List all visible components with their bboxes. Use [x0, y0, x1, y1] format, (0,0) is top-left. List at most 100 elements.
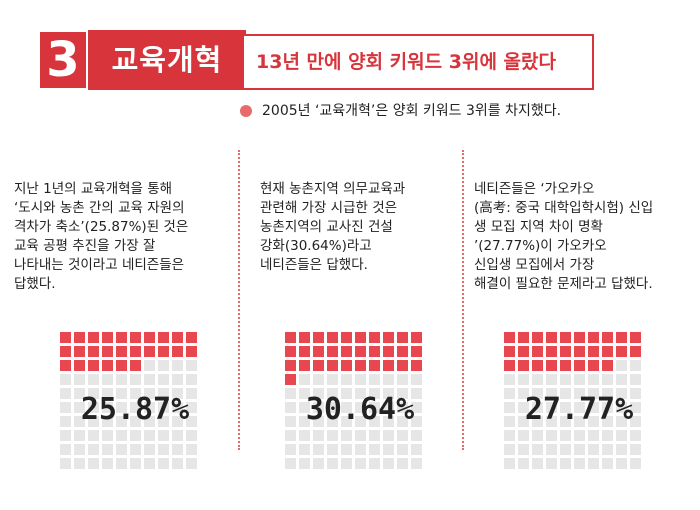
waffle-cell: [299, 458, 310, 469]
waffle-cell: [285, 416, 296, 427]
waffle-cell: [341, 458, 352, 469]
percent-label-1: 25.87%: [80, 392, 190, 427]
waffle-cell: [397, 388, 408, 399]
waffle-cell: [504, 346, 515, 357]
waffle-cell: [144, 458, 155, 469]
waffle-cell: [602, 388, 613, 399]
waffle-cell: [355, 430, 366, 441]
waffle-cell: [172, 374, 183, 385]
waffle-cell: [504, 332, 515, 343]
waffle-cell: [116, 346, 127, 357]
waffle-cell: [285, 458, 296, 469]
waffle-cell: [299, 416, 310, 427]
waffle-cell: [411, 430, 422, 441]
waffle-cell: [130, 332, 141, 343]
waffle-cell: [130, 430, 141, 441]
waffle-cell: [313, 388, 324, 399]
waffle-cell: [172, 346, 183, 357]
waffle-chart-2: [285, 332, 435, 482]
waffle-cell: [355, 444, 366, 455]
waffle-cell: [88, 430, 99, 441]
waffle-cell: [383, 430, 394, 441]
waffle-cell: [560, 416, 571, 427]
waffle-cell: [327, 402, 338, 413]
waffle-cell: [518, 416, 529, 427]
waffle-cell: [341, 430, 352, 441]
waffle-cell: [341, 332, 352, 343]
waffle-cell: [60, 430, 71, 441]
waffle-chart-3: [504, 332, 654, 482]
waffle-cell: [518, 402, 529, 413]
waffle-cell: [102, 388, 113, 399]
waffle-cell: [504, 374, 515, 385]
waffle-cell: [327, 444, 338, 455]
percent-label-2: 30.64%: [305, 392, 415, 427]
waffle-cell: [88, 374, 99, 385]
waffle-cell: [397, 430, 408, 441]
waffle-cell: [532, 360, 543, 371]
waffle-cell: [574, 458, 585, 469]
waffle-cell: [88, 416, 99, 427]
waffle-cell: [574, 430, 585, 441]
waffle-cell: [397, 416, 408, 427]
waffle-cell: [411, 360, 422, 371]
waffle-cell: [341, 402, 352, 413]
waffle-cell: [532, 346, 543, 357]
waffle-cell: [186, 332, 197, 343]
waffle-cell: [158, 360, 169, 371]
waffle-cell: [397, 360, 408, 371]
waffle-cell: [546, 332, 557, 343]
waffle-cell: [602, 360, 613, 371]
waffle-cell: [130, 402, 141, 413]
waffle-cell: [630, 416, 641, 427]
waffle-cell: [327, 458, 338, 469]
waffle-cell: [369, 402, 380, 413]
waffle-cell: [313, 360, 324, 371]
waffle-cell: [144, 430, 155, 441]
waffle-cell: [144, 388, 155, 399]
waffle-cell: [546, 402, 557, 413]
waffle-cell: [88, 332, 99, 343]
waffle-cell: [411, 346, 422, 357]
waffle-cell: [546, 416, 557, 427]
waffle-cell: [341, 346, 352, 357]
waffle-cell: [144, 332, 155, 343]
waffle-cell: [74, 346, 85, 357]
waffle-cell: [102, 416, 113, 427]
waffle-cell: [102, 374, 113, 385]
waffle-cell: [74, 430, 85, 441]
waffle-cell: [60, 444, 71, 455]
waffle-cell: [546, 388, 557, 399]
waffle-cell: [130, 388, 141, 399]
waffle-cell: [186, 402, 197, 413]
waffle-cell: [630, 374, 641, 385]
waffle-cell: [144, 374, 155, 385]
waffle-cell: [518, 444, 529, 455]
waffle-cell: [630, 444, 641, 455]
waffle-cell: [327, 388, 338, 399]
waffle-cell: [518, 458, 529, 469]
waffle-cell: [313, 346, 324, 357]
waffle-cell: [299, 332, 310, 343]
waffle-cell: [186, 458, 197, 469]
waffle-cell: [560, 430, 571, 441]
waffle-cell: [285, 444, 296, 455]
waffle-cell: [411, 458, 422, 469]
waffle-cell: [158, 402, 169, 413]
waffle-cell: [130, 416, 141, 427]
waffle-cell: [313, 444, 324, 455]
waffle-cell: [60, 346, 71, 357]
waffle-cell: [369, 416, 380, 427]
waffle-cell: [383, 388, 394, 399]
waffle-cell: [144, 360, 155, 371]
waffle-cell: [355, 360, 366, 371]
headline-box: 13년 만에 양회 키워드 3위에 올랐다: [244, 34, 594, 90]
waffle-cell: [588, 458, 599, 469]
waffle-cell: [518, 360, 529, 371]
waffle-cell: [60, 458, 71, 469]
waffle-cell: [616, 332, 627, 343]
waffle-cell: [546, 346, 557, 357]
waffle-cell: [158, 346, 169, 357]
waffle-cell: [355, 346, 366, 357]
waffle-cell: [144, 402, 155, 413]
